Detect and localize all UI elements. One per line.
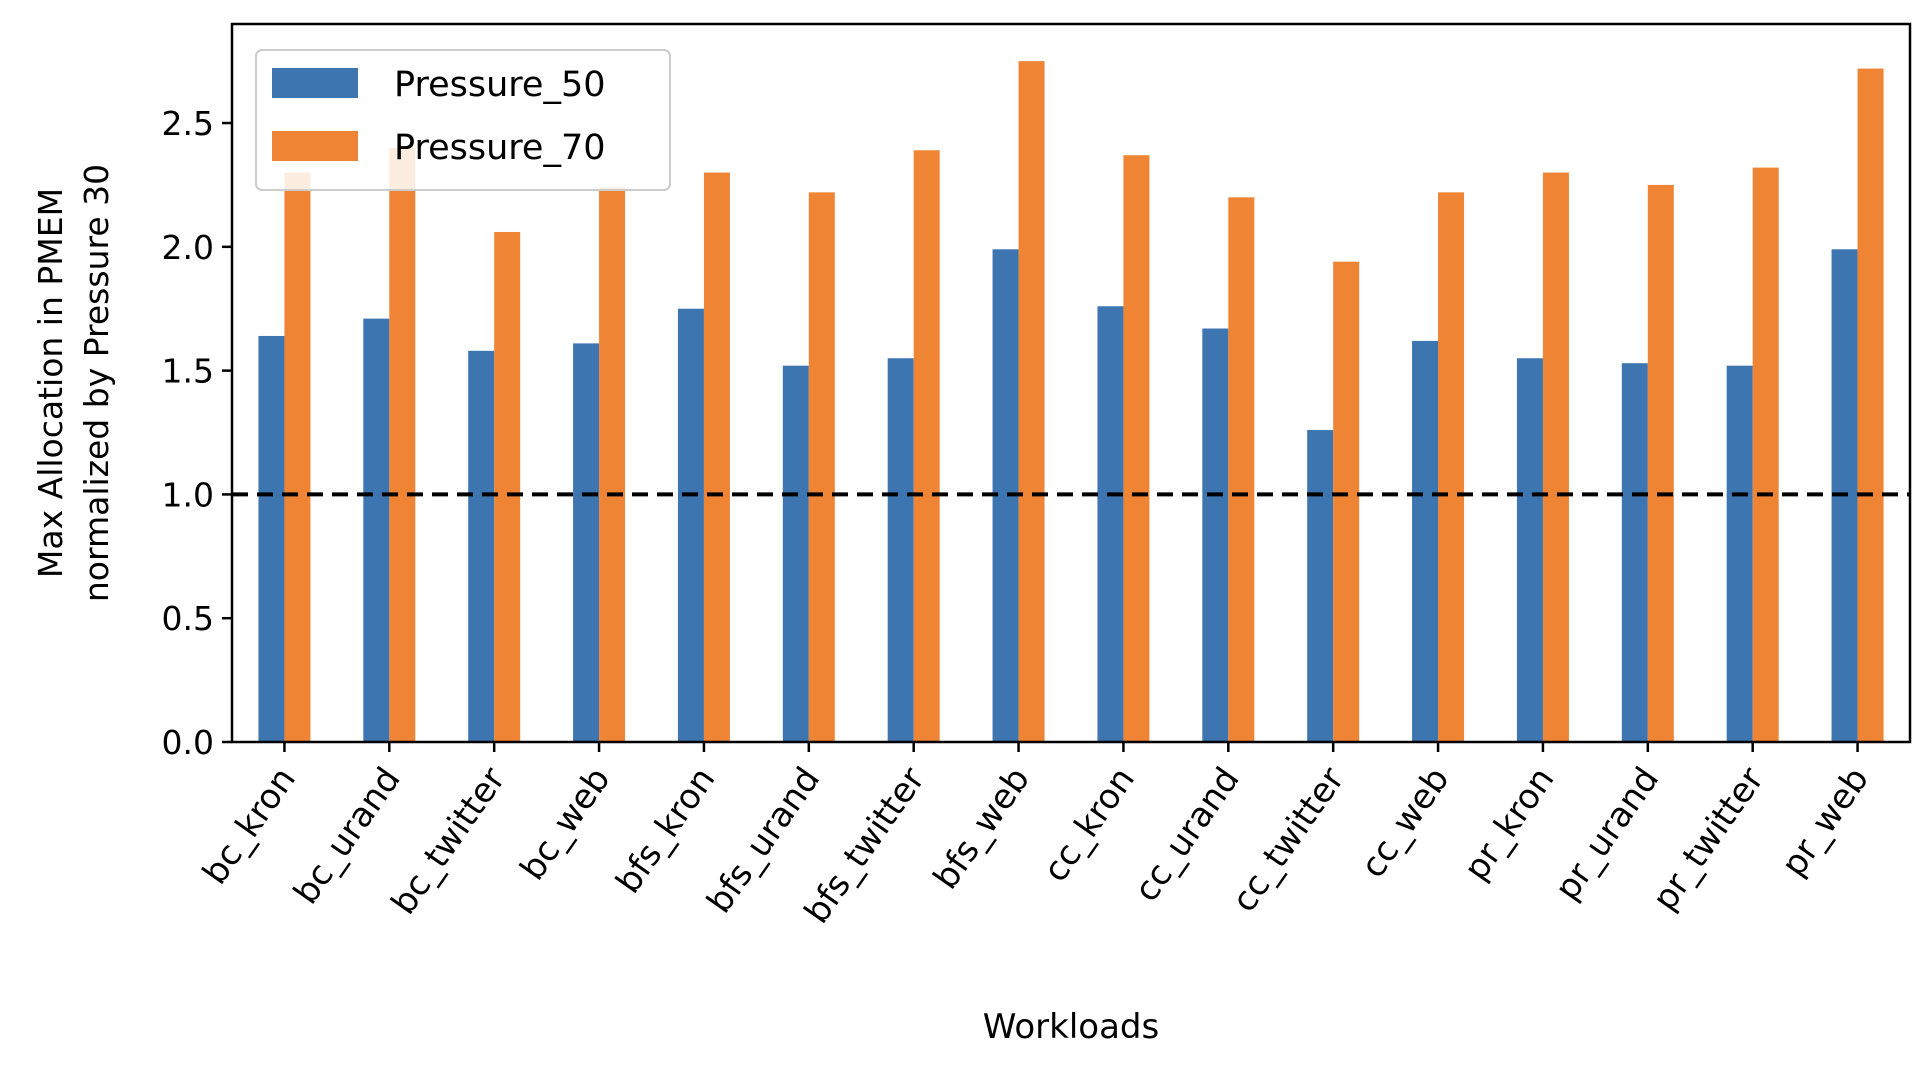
bar-pressure-50-cc-web: [1412, 340, 1439, 742]
bar-pressure-50-bc-kron: [258, 335, 285, 742]
bar-pressure-50-bfs-urand: [782, 365, 809, 742]
bar-pressure-70-cc-kron: [1123, 155, 1150, 742]
legend: Pressure_50 Pressure_70: [255, 49, 671, 191]
bar-pressure-70-bc-kron: [284, 172, 311, 742]
bar-pressure-70-bc-web: [599, 187, 626, 743]
bar-pressure-70-cc-twitter: [1333, 261, 1360, 742]
bar-pressure-70-pr-twitter: [1752, 167, 1779, 743]
bar-pressure-70-bfs-web: [1018, 61, 1045, 742]
bar-pressure-70-bfs-urand: [808, 192, 835, 742]
bar-pressure-50-bfs-twitter: [887, 358, 914, 742]
y-axis-label-line-1: Max Allocation in PMEM: [31, 188, 70, 578]
bars-group: [258, 61, 1884, 743]
bar-pressure-70-pr-web: [1857, 68, 1884, 743]
bar-pressure-50-bfs-kron: [677, 308, 704, 742]
bar-pressure-70-pr-urand: [1647, 184, 1674, 742]
y-axis-label: Max Allocation in PMEM normalized by Pres…: [31, 164, 116, 602]
bar-pressure-70-cc-urand: [1228, 197, 1255, 742]
y-tick-label: 0.5: [162, 599, 214, 638]
bar-pressure-50-bc-web: [573, 343, 600, 742]
y-tick-label: 2.5: [162, 104, 214, 143]
y-axis-label-line-2: normalized by Pressure 30: [77, 164, 116, 602]
bar-pressure-70-bc-twitter: [494, 231, 521, 742]
plot-frame: [230, 22, 1912, 744]
bar-pressure-70-cc-web: [1438, 192, 1465, 742]
bar-pressure-70-bc-urand: [389, 147, 416, 743]
legend-swatch-pressure-50: [272, 68, 358, 98]
bar-pressure-70-pr-kron: [1542, 172, 1569, 742]
bar-pressure-50-pr-twitter: [1726, 365, 1753, 742]
bar-pressure-70-bfs-kron: [703, 172, 730, 742]
y-tick-label: 1.5: [162, 352, 214, 391]
bar-pressure-50-pr-urand: [1621, 363, 1648, 742]
x-axis-label: Workloads: [983, 1007, 1159, 1047]
legend-swatch-pressure-70: [272, 131, 358, 161]
y-tick-label: 0.0: [162, 723, 214, 762]
bar-pressure-50-pr-kron: [1516, 358, 1543, 742]
y-tick-label: 2.0: [162, 228, 214, 267]
y-tick-label: 1.0: [162, 475, 214, 514]
legend-box: [255, 49, 671, 191]
bar-pressure-70-bfs-twitter: [913, 150, 940, 742]
legend-label-pressure-50: Pressure_50: [394, 65, 606, 105]
bar-pressure-50-bc-twitter: [468, 350, 495, 742]
legend-label-pressure-70: Pressure_70: [394, 128, 606, 168]
bar-pressure-50-cc-twitter: [1307, 430, 1334, 742]
bar-pressure-50-cc-urand: [1202, 328, 1229, 742]
y-axis: 0.0 0.5 1.0 1.5 2.0 2.5: [162, 104, 232, 762]
bar-pressure-50-cc-kron: [1097, 306, 1124, 742]
bar-pressure-50-bc-urand: [363, 318, 390, 742]
